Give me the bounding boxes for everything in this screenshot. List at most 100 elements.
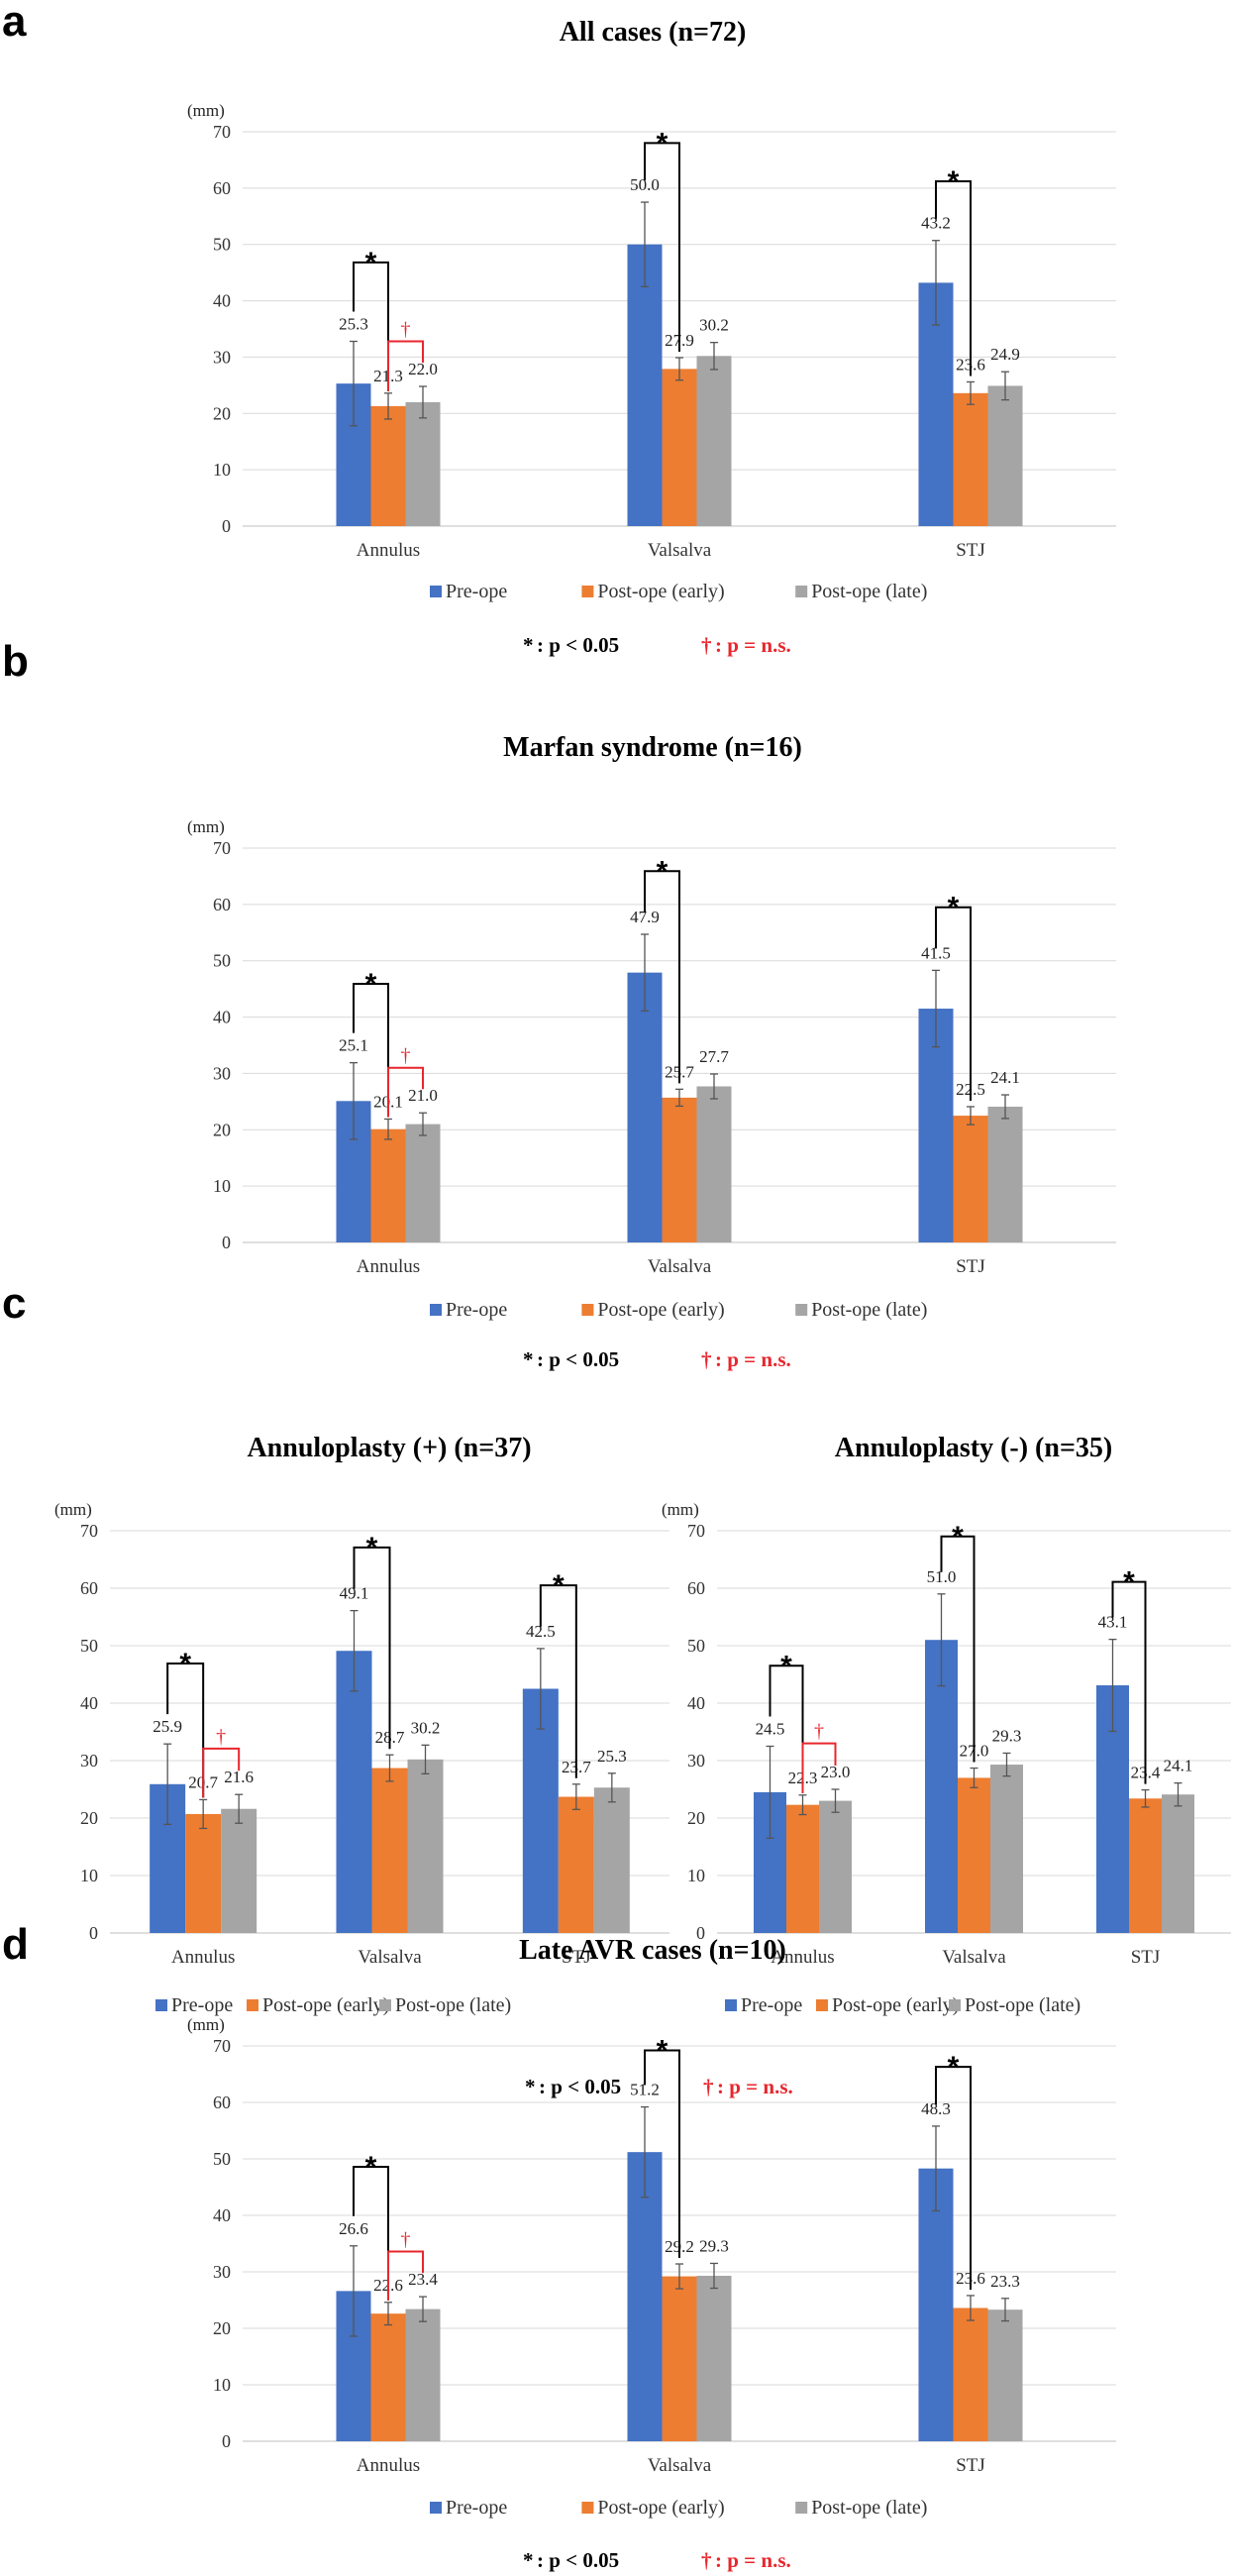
legend: Pre-ope Post-ope (early) Post-ope (late)	[155, 1994, 511, 2016]
ns-bracket	[801, 1742, 837, 1793]
data-label: 43.2	[921, 214, 951, 233]
data-label: 24.9	[990, 345, 1020, 364]
sig-note-symbol: *	[523, 633, 534, 657]
data-label: 49.1	[340, 1584, 369, 1603]
y-tick-label: 30	[213, 1063, 231, 1083]
bar	[662, 1097, 697, 1242]
legend-swatch-pre	[155, 1999, 167, 2011]
bar	[221, 1808, 257, 1933]
chart-a: All cases (n=72) (mm) 0 10 20 30 40 50 60 70 25.3 5…	[187, 17, 1116, 657]
y-tick-label: 20	[213, 1120, 231, 1139]
ns-note-symbol: †	[701, 2548, 712, 2572]
bar	[405, 401, 441, 526]
significance-star: *	[365, 2151, 377, 2184]
legend-label-early: Post-ope (early)	[597, 1299, 724, 1321]
y-tick-label: 10	[213, 460, 231, 480]
y-unit-label: (mm)	[187, 2015, 225, 2034]
charts-layer: All cases (n=72) (mm) 0 10 20 30 40 50 60 70 25.3 5…	[54, 17, 1231, 2572]
category-label: Valsalva	[648, 1256, 712, 1277]
category-label: Valsalva	[942, 1947, 1006, 1968]
significance-bracket	[1111, 1580, 1147, 1784]
significance-bracket	[166, 1662, 205, 1798]
data-label: 47.9	[630, 908, 660, 926]
significance-star: *	[553, 1569, 565, 1602]
significance-star: *	[952, 1521, 964, 1554]
significance-bracket	[539, 1584, 577, 1778]
legend-swatch-late	[949, 1999, 961, 2011]
data-label: 51.2	[630, 2081, 660, 2099]
data-label: 23.0	[821, 1763, 851, 1781]
significance-bracket	[935, 2066, 972, 2290]
ns-bracket	[387, 340, 424, 391]
y-unit-label: (mm)	[662, 1500, 699, 1519]
y-tick-label: 10	[213, 1176, 231, 1196]
data-label: 27.7	[699, 1047, 729, 1066]
y-tick-label: 40	[213, 1008, 231, 1027]
ns-dagger: †	[814, 1721, 824, 1743]
data-label: 24.1	[990, 1068, 1020, 1087]
data-label: 22.0	[408, 360, 438, 378]
bar	[405, 1124, 441, 1242]
y-tick-label: 30	[80, 1751, 98, 1771]
sig-note-text: : p < 0.05	[537, 2548, 619, 2572]
data-label: 43.1	[1098, 1613, 1128, 1632]
significance-star: *	[179, 1648, 191, 1680]
p-value-note: *: p < 0.05 †: p = n.s.	[523, 1347, 791, 1371]
chart-c-right: Annuloplasty (-) (n=35) (mm) 0 10 20 30 40 50 60…	[662, 1433, 1231, 2016]
ns-note-symbol: †	[703, 2075, 714, 2098]
legend-label-early: Post-ope (early)	[597, 581, 724, 602]
sig-note-symbol: *	[523, 2548, 534, 2572]
data-label: 26.6	[339, 2219, 368, 2238]
data-label: 25.1	[339, 1036, 368, 1055]
sig-note-symbol: *	[523, 1347, 534, 1371]
y-tick-label: 20	[213, 403, 231, 423]
y-tick-label: 50	[213, 235, 231, 255]
ns-note-text: : p = n.s.	[715, 1347, 791, 1371]
data-label: 41.5	[921, 943, 951, 962]
category-label: Annulus	[771, 1947, 834, 1968]
y-tick-label: 10	[213, 2375, 231, 2395]
data-label: 29.3	[699, 2236, 729, 2255]
y-tick-label: 70	[213, 838, 231, 858]
legend-label-pre: Pre-ope	[446, 2497, 507, 2519]
chart-c-left: Annuloplasty (+) (n=37) (mm) 0 10 20 30 40 50 60…	[54, 1433, 793, 2098]
significance-star: *	[657, 855, 668, 888]
y-tick-label: 0	[222, 516, 231, 536]
legend-label-pre: Pre-ope	[446, 1299, 507, 1321]
data-label: 24.1	[1164, 1757, 1193, 1775]
significance-bracket	[935, 906, 972, 1101]
bar	[1129, 1798, 1162, 1933]
significance-star: *	[366, 1532, 378, 1564]
y-tick-label: 0	[222, 2431, 231, 2451]
significance-bracket	[935, 180, 972, 376]
legend-swatch-late	[379, 1999, 391, 2011]
data-label: 21.0	[408, 1086, 438, 1105]
category-label: Valsalva	[358, 1947, 422, 1968]
y-tick-label: 60	[687, 1578, 705, 1598]
y-tick-label: 60	[213, 178, 231, 198]
significance-bracket	[769, 1664, 804, 1793]
legend-label-pre: Pre-ope	[446, 581, 507, 602]
y-tick-label: 50	[80, 1636, 98, 1656]
y-tick-label: 40	[213, 2205, 231, 2225]
y-tick-label: 0	[89, 1923, 98, 1943]
legend-label-early: Post-ope (early)	[832, 1994, 959, 2016]
significance-star: *	[1123, 1566, 1135, 1599]
category-label: STJ	[956, 540, 985, 561]
significance-star: *	[365, 968, 377, 1001]
bar	[370, 1128, 406, 1242]
legend-label-pre: Pre-ope	[171, 1994, 233, 2016]
chart-title: Late AVR cases (n=10)	[519, 1935, 786, 1966]
y-tick-label: 50	[213, 951, 231, 971]
chart-b: Marfan syndrome (n=16) (mm) 0 10 20 30 40 50 60 7…	[187, 732, 1116, 1371]
data-label: 23.3	[990, 2272, 1020, 2291]
y-tick-label: 10	[687, 1866, 705, 1885]
significance-star: *	[948, 165, 960, 198]
data-label: 30.2	[411, 1718, 441, 1737]
y-tick-label: 50	[213, 2149, 231, 2169]
significance-star: *	[657, 127, 668, 160]
bar	[987, 1106, 1023, 1242]
bar	[819, 1800, 852, 1933]
ns-note-text: : p = n.s.	[715, 2548, 791, 2572]
bar	[558, 1796, 594, 1933]
